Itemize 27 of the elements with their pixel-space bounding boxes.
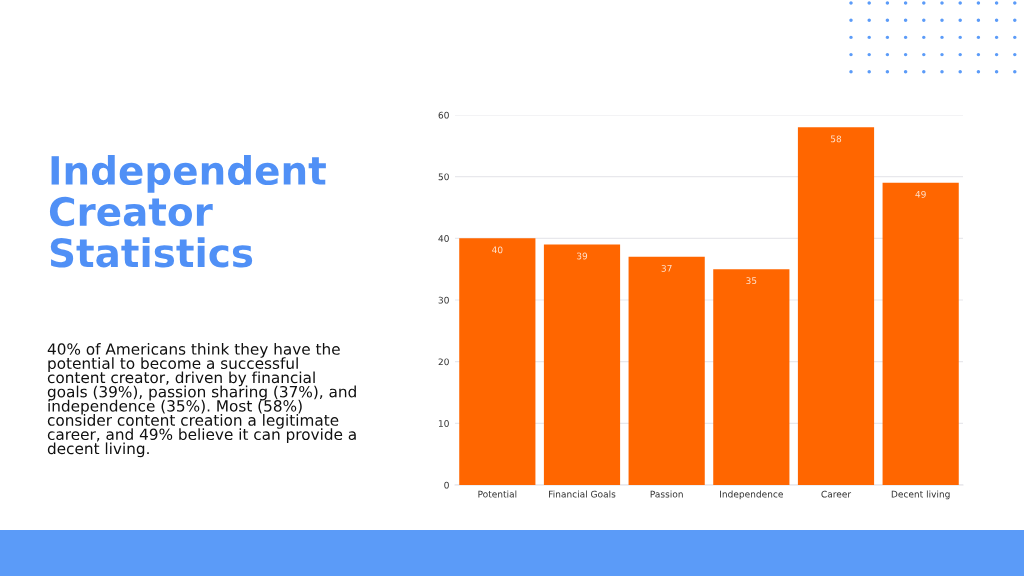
x-tick-label: Potential — [478, 490, 517, 498]
y-tick-label: 20 — [438, 358, 449, 366]
y-tick-label: 30 — [438, 296, 449, 304]
bar — [882, 182, 959, 485]
y-tick-label: 40 — [438, 235, 449, 242]
x-tick-label: Independence — [720, 490, 783, 500]
data-label: 40 — [492, 246, 503, 254]
data-label: 58 — [830, 135, 842, 143]
data-label: 37 — [661, 264, 672, 272]
bar — [628, 256, 705, 485]
x-tick-label: Financial Goals — [549, 490, 616, 498]
data-label: 49 — [915, 190, 926, 198]
text: Independent Creator Statistics — [49, 155, 326, 268]
y-tick-label: 60 — [438, 111, 449, 119]
text: 40% of Americans think they have the potential to become a successful content creator, driven by financial goals (39%), passion sharing (37%), and independence (35%). Most (58%) consider content creation a legitimate career, and 49% believe it can provide a decent living. — [47, 343, 356, 458]
x-tick-label: Passion — [650, 490, 683, 498]
x-tick-label: Decent living — [891, 490, 950, 500]
y-tick-label: 10 — [438, 420, 449, 427]
y-tick-label: 50 — [438, 173, 449, 181]
bar — [713, 269, 790, 485]
y-tick-label: 0 — [444, 481, 449, 489]
data-label: 35 — [746, 277, 757, 285]
x-tick-label: Career — [821, 490, 852, 498]
data-label: 39 — [576, 252, 588, 260]
bar — [797, 127, 875, 485]
bar — [543, 244, 621, 485]
bar — [459, 238, 536, 485]
